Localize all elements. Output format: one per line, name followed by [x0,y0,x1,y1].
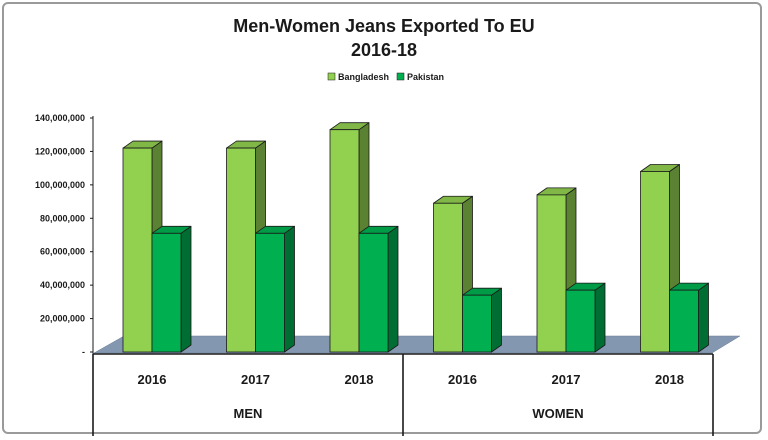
x-axis: 2016 2017 2018 2016 2017 2018 MEN WOMEN [92,353,714,436]
y-tick-label: 20,000,000 [40,314,85,324]
bar-side-face [180,225,192,353]
bar-side-face [387,225,399,353]
x-category-label: 2017 [552,372,581,387]
y-tick-label: 80,000,000 [40,213,85,223]
bar-side-face [698,282,709,353]
y-tick-label: 60,000,000 [40,247,85,257]
legend: Bangladesh Pakistan [327,72,444,82]
bar-side-face [594,282,606,353]
bar-pakistan [565,282,606,353]
x-category-label: 2018 [345,372,374,387]
y-tick-label: 140,000,000 [35,113,85,123]
bar-pakistan [151,225,192,353]
y-tick-label: - [82,347,85,357]
legend-label-pakistan: Pakistan [407,72,444,82]
bar-pakistan [255,225,295,353]
bar-bangladesh [433,195,473,353]
legend-swatch-bangladesh [327,72,336,81]
bar-front-face [669,289,699,353]
y-tick-label: 120,000,000 [35,146,85,156]
bars [122,122,709,353]
chart-title: Men-Women Jeans Exported To EU [233,16,534,36]
bar-pakistan [669,282,709,353]
legend-label-bangladesh: Bangladesh [338,72,389,82]
bar-front-face [565,289,596,353]
bar-front-face [358,232,389,353]
bar-pakistan [462,287,502,353]
x-category-label: 2017 [241,372,270,387]
bar-front-face [329,129,360,353]
x-category-label: 2018 [655,372,684,387]
bar-front-face [536,194,567,353]
x-group-label: MEN [234,406,263,421]
y-tick-label: 40,000,000 [40,280,85,290]
chart-subtitle: 2016-18 [351,40,417,60]
x-category-label: 2016 [138,372,167,387]
bar-front-face [122,147,153,353]
bar-side-face [284,225,295,353]
bar-front-face [226,147,256,353]
x-category-label: 2016 [448,372,477,387]
bar-side-face [491,287,502,353]
bar-front-face [433,202,463,353]
bar-bangladesh [536,187,577,353]
y-axis: - 20,000,000 40,000,000 60,000,000 80,000,00… [35,113,94,357]
legend-swatch-pakistan [396,72,405,81]
y-tick-label: 100,000,000 [35,180,85,190]
x-group-label: WOMEN [532,406,583,421]
bar-front-face [462,294,492,353]
bar-front-face [640,171,670,353]
bar-front-face [255,232,285,353]
bar-pakistan [358,225,399,353]
bar-front-face [151,232,182,353]
